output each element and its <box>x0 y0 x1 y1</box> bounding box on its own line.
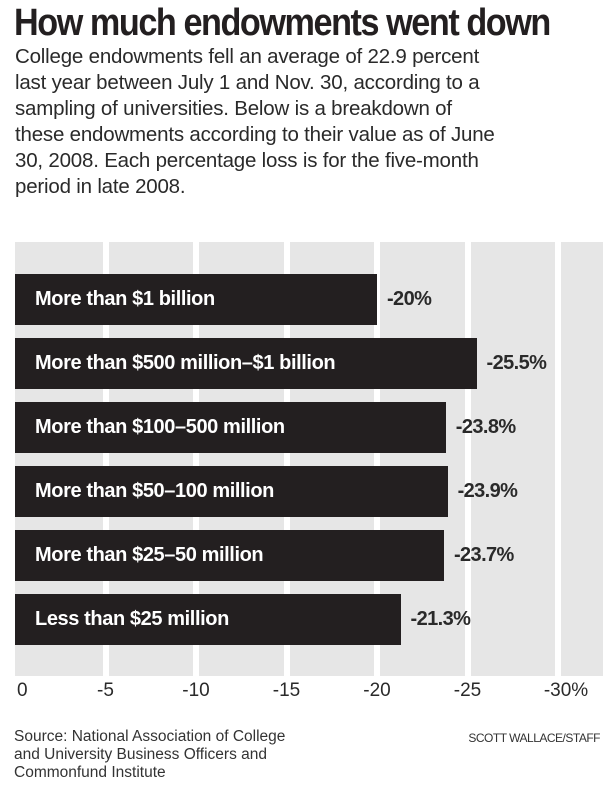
source-line: Commonfund Institute <box>14 764 166 781</box>
description-line: College endowments fell an average of 22… <box>15 45 480 68</box>
description-line: 30, 2008. Each percentage loss is for th… <box>15 149 479 172</box>
bar: More than $50–100 million <box>15 466 448 517</box>
source-line: and University Business Officers and <box>14 746 267 763</box>
description-line: last year between July 1 and Nov. 30, ac… <box>15 71 480 94</box>
bar-value-label: -21.3% <box>410 608 471 630</box>
source-note: Source: National Association of College … <box>14 728 285 782</box>
bar: More than $100–500 million <box>15 402 446 453</box>
x-tick-label: -15 <box>272 680 301 701</box>
x-tick-label: -30% <box>543 680 589 701</box>
description-line: sampling of universities. Below is a bre… <box>15 97 452 120</box>
bar-category-label: Less than $25 million <box>35 608 229 630</box>
bar-category-label: More than $100–500 million <box>35 416 285 438</box>
bar-value-label: -23.8% <box>455 416 516 438</box>
bar-category-label: More than $1 billion <box>35 288 215 310</box>
bar-value-label: -20% <box>387 288 432 310</box>
chart-description: College endowments fell an average of 22… <box>15 44 495 200</box>
bar: Less than $25 million <box>15 594 401 645</box>
x-tick-label: -10 <box>182 680 210 701</box>
description-line: these endowments according to their valu… <box>15 123 495 146</box>
bar: More than $25–50 million <box>15 530 444 581</box>
bar-value-label: -23.9% <box>457 480 518 502</box>
x-tick-label: 0 <box>17 680 28 701</box>
bar-value-label: -23.7% <box>453 544 514 566</box>
source-line: Source: National Association of College <box>14 728 286 745</box>
bar-category-label: More than $500 million–$1 billion <box>35 352 336 374</box>
bar-value-label: -25.5% <box>486 352 547 374</box>
credit-line: SCOTT WALLACE/STAFF <box>468 731 600 745</box>
bar-category-label: More than $25–50 million <box>35 544 264 566</box>
bar: More than $500 million–$1 billion <box>15 338 477 389</box>
chart-title: How much endowments went down <box>14 2 551 44</box>
grid-stripe <box>561 242 604 676</box>
description-line: period in late 2008. <box>15 175 186 198</box>
grid-stripe <box>470 242 555 676</box>
x-tick-label: -25 <box>453 680 482 701</box>
x-tick-label: -5 <box>97 680 114 701</box>
x-tick-label: -20 <box>363 680 391 701</box>
bar-category-label: More than $50–100 million <box>35 480 274 502</box>
bar: More than $1 billion <box>15 274 377 325</box>
